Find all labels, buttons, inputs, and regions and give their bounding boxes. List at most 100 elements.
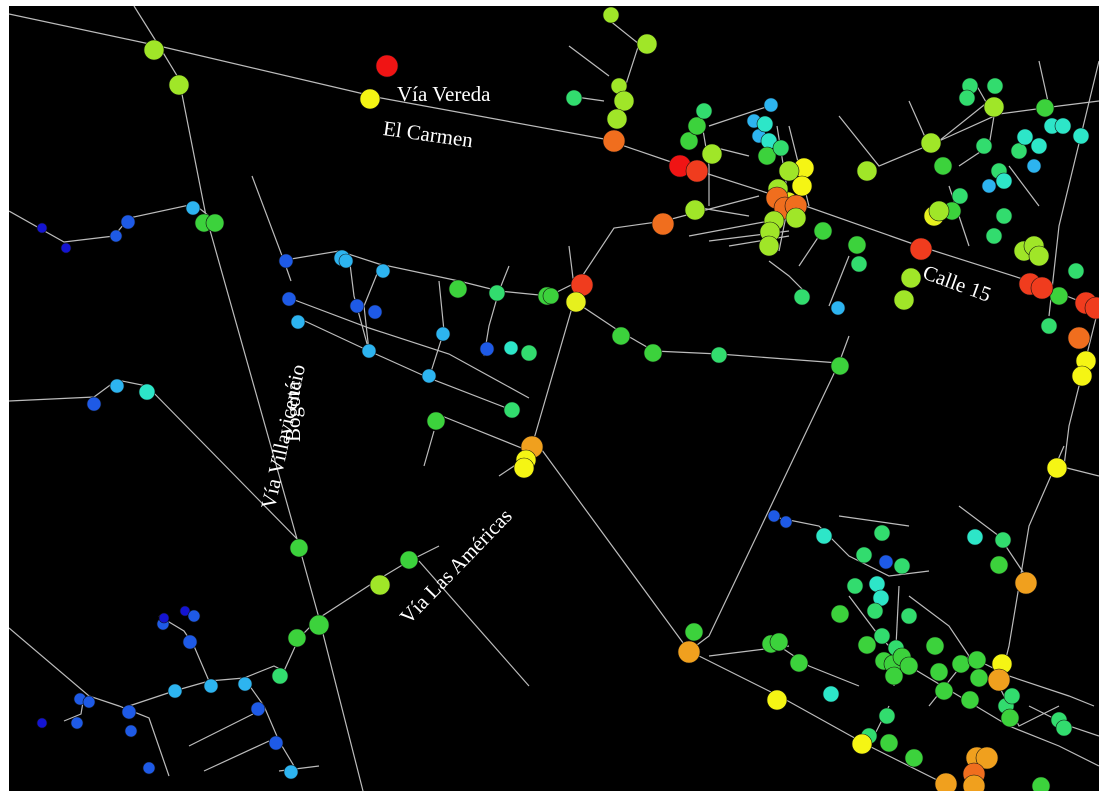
network-node xyxy=(361,343,377,359)
network-node xyxy=(1028,245,1050,267)
network-node xyxy=(981,178,997,194)
network-node xyxy=(70,716,84,730)
pipe-segment xyxy=(243,677,295,767)
network-node xyxy=(846,577,864,595)
network-node xyxy=(1014,571,1038,595)
network-node xyxy=(1030,276,1054,300)
network-node xyxy=(179,605,191,617)
network-node xyxy=(606,108,628,130)
network-node xyxy=(1040,317,1058,335)
network-node xyxy=(929,662,949,682)
network-node xyxy=(934,681,954,701)
pipe-segment xyxy=(838,515,910,527)
network-node xyxy=(308,614,330,636)
network-node xyxy=(124,724,138,738)
network-node xyxy=(542,287,560,305)
pipe-segment xyxy=(283,295,530,399)
network-node xyxy=(904,748,924,768)
network-node xyxy=(900,267,922,289)
network-node xyxy=(962,774,986,791)
network-node xyxy=(925,636,945,656)
pipe-segment xyxy=(423,430,435,467)
network-node xyxy=(958,89,976,107)
network-node xyxy=(86,396,102,412)
pipe-segment xyxy=(293,315,510,410)
network-node xyxy=(1030,137,1048,155)
pipe-segment xyxy=(708,105,770,127)
network-node xyxy=(565,89,583,107)
network-node xyxy=(143,39,165,61)
network-node xyxy=(1067,326,1091,350)
network-node xyxy=(503,340,519,356)
network-node xyxy=(281,291,297,307)
network-node xyxy=(830,356,850,376)
network-node xyxy=(399,550,419,570)
network-node xyxy=(983,96,1005,118)
network-node xyxy=(960,690,980,710)
network-map: Vía Vereda El Carmen Calle 15 Vía Villav… xyxy=(9,6,1099,791)
network-node xyxy=(933,156,953,176)
network-node xyxy=(985,227,1003,245)
network-node xyxy=(847,235,867,255)
pipe-segment xyxy=(9,203,210,243)
network-node xyxy=(695,102,713,120)
pipe-segment xyxy=(188,710,260,747)
pipe-segment xyxy=(528,300,840,457)
network-node xyxy=(1000,708,1020,728)
network-node xyxy=(884,666,904,686)
network-node xyxy=(900,607,918,625)
network-node xyxy=(772,139,790,157)
network-node xyxy=(1031,776,1051,791)
network-node xyxy=(205,213,225,233)
network-node xyxy=(283,764,299,780)
network-node xyxy=(1010,142,1028,160)
network-node xyxy=(866,602,884,620)
pipe-segment xyxy=(728,235,790,247)
network-node xyxy=(602,129,626,153)
network-node xyxy=(758,235,780,257)
network-node xyxy=(757,146,777,166)
network-node xyxy=(951,187,969,205)
network-node xyxy=(756,115,774,133)
network-node xyxy=(479,341,495,357)
pipe-segment xyxy=(838,100,990,167)
network-node xyxy=(513,457,535,479)
network-node xyxy=(168,74,190,96)
network-node xyxy=(899,656,919,676)
network-node xyxy=(893,557,911,575)
network-canvas xyxy=(9,6,1099,791)
network-node xyxy=(684,622,704,642)
network-node xyxy=(830,604,850,624)
network-node xyxy=(779,515,793,529)
network-node xyxy=(684,199,706,221)
network-node xyxy=(60,242,72,254)
pipe-segment xyxy=(1063,305,1099,467)
network-node xyxy=(830,300,846,316)
network-node xyxy=(785,207,807,229)
network-node xyxy=(966,528,984,546)
pipe-segment xyxy=(1038,60,1050,107)
pipe-segment xyxy=(998,445,1065,687)
network-node xyxy=(975,746,999,770)
network-node xyxy=(856,160,878,182)
pipe-segment xyxy=(483,265,510,357)
network-node xyxy=(878,554,894,570)
network-node xyxy=(778,160,800,182)
pipe-segment xyxy=(568,45,610,77)
network-node xyxy=(1071,365,1093,387)
network-node xyxy=(375,54,399,78)
pipe-segment xyxy=(938,100,1099,142)
network-node xyxy=(815,527,833,545)
network-node xyxy=(857,635,877,655)
network-node xyxy=(421,368,437,384)
network-node xyxy=(278,253,294,269)
network-node xyxy=(1067,262,1085,280)
network-node xyxy=(769,632,789,652)
network-node xyxy=(995,207,1013,225)
network-node xyxy=(36,717,48,729)
network-node xyxy=(793,288,811,306)
pipe-segment xyxy=(828,255,850,307)
network-node xyxy=(986,77,1004,95)
network-node xyxy=(920,132,942,154)
pipe-segment xyxy=(278,195,760,297)
